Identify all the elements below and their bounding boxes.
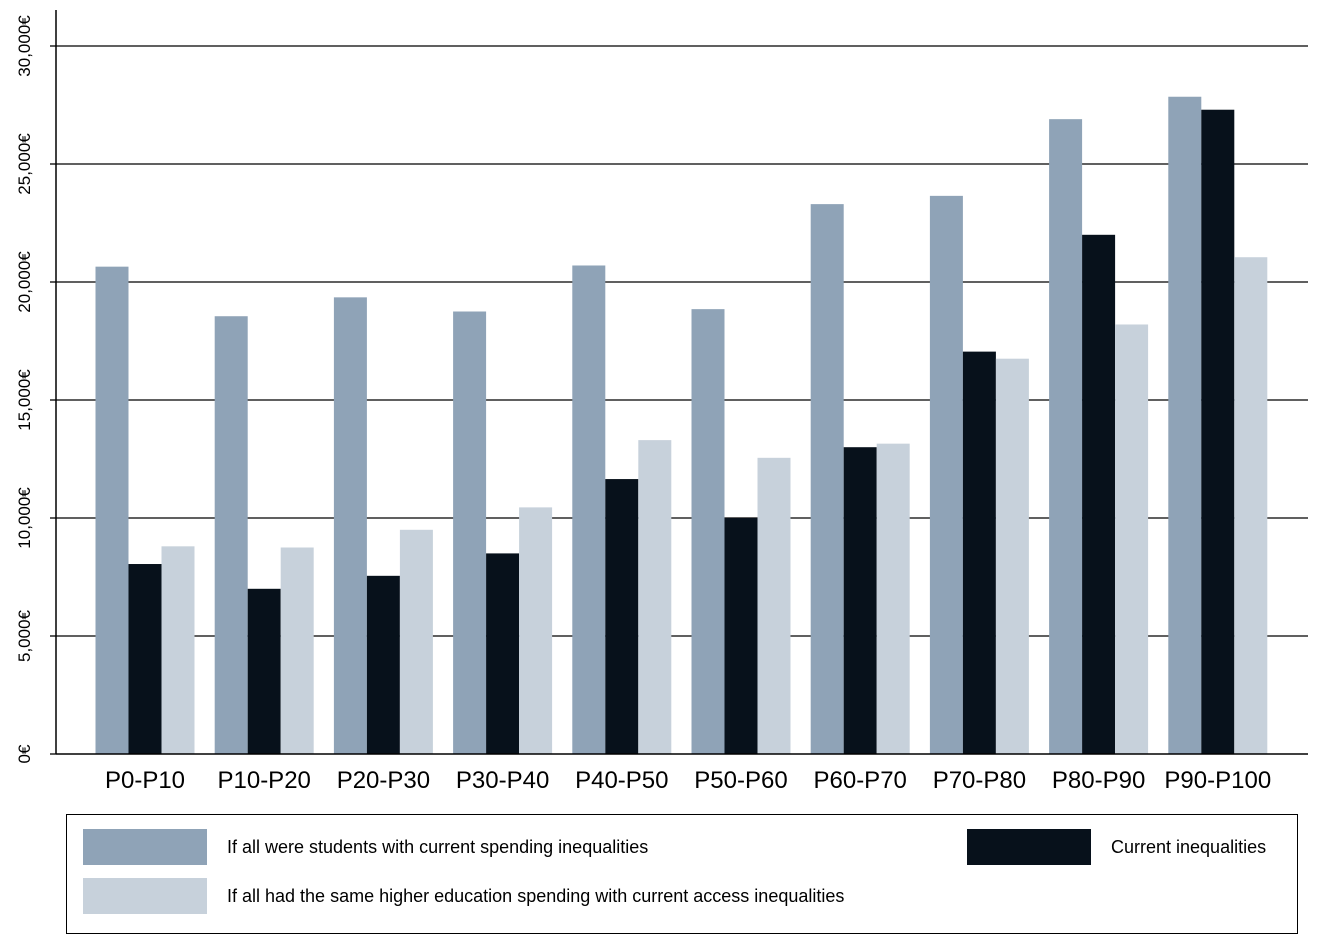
bar-s2-P20-P30: [399, 529, 433, 754]
x-tick-label-P60-P70: P60-P70: [813, 767, 906, 794]
legend-label-same-spending: If all had the same higher education spe…: [227, 885, 845, 906]
bar-s1-P20-P30: [366, 575, 400, 754]
bar-s1-P50-P60: [724, 518, 758, 754]
y-tick-label-6: 30,000€: [15, 15, 34, 77]
bar-s2-P50-P60: [757, 457, 791, 754]
bar-s0-P50-P60: [691, 309, 725, 754]
y-tick-label-4: 20,000€: [15, 251, 34, 313]
x-tick-label-P50-P60: P50-P60: [694, 767, 787, 794]
bar-s2-P40-P50: [638, 440, 672, 754]
bar-s0-P20-P30: [333, 297, 367, 754]
bar-s1-P90-P100: [1201, 109, 1235, 755]
bar-s0-P70-P80: [929, 195, 963, 755]
bar-s2-P70-P80: [995, 358, 1029, 754]
bar-s2-P30-P40: [519, 507, 553, 754]
y-tick-label-2: 10,000€: [15, 487, 34, 549]
legend-item-same-spending: If all had the same higher education spe…: [83, 878, 844, 914]
y-tick-label-3: 15,000€: [15, 369, 34, 431]
bar-s1-P70-P80: [962, 351, 996, 754]
bar-s2-P80-P90: [1115, 324, 1149, 754]
bar-s1-P0-P10: [128, 564, 162, 754]
bar-s0-P0-P10: [95, 266, 129, 754]
bar-chart: 0€ 5,000€ 10,000€ 15,000€ 20,000€ 25,000€ 30,0…: [15, 10, 1308, 794]
y-tick-label-0: 0€: [15, 744, 34, 763]
x-tick-label-P30-P40: P30-P40: [456, 767, 549, 794]
legend-item-all-students: If all were students with current spendi…: [83, 829, 648, 865]
x-tick-label-P10-P20: P10-P20: [217, 767, 310, 794]
legend-item-current: Current inequalities: [967, 829, 1266, 865]
bar-s1-P30-P40: [486, 553, 520, 754]
bar-s1-P40-P50: [605, 479, 639, 754]
bar-s2-P90-P100: [1234, 257, 1268, 754]
x-tick-label-P0-P10: P0-P10: [105, 767, 185, 794]
bar-s0-P60-P70: [810, 204, 844, 754]
y-tick-label-1: 5,000€: [15, 609, 34, 662]
legend-label-all-students: If all were students with current spendi…: [227, 836, 649, 857]
x-tick-label-P70-P80: P70-P80: [933, 767, 1026, 794]
bar-s2-P60-P70: [876, 443, 910, 754]
bar-s1-P10-P20: [247, 588, 281, 754]
legend-swatch-current: [967, 829, 1091, 865]
legend-swatch-all-students: [83, 829, 207, 865]
bar-s0-P30-P40: [453, 311, 487, 754]
bar-s2-P0-P10: [161, 546, 195, 754]
bar-s0-P80-P90: [1049, 119, 1083, 754]
legend-label-current: Current inequalities: [1111, 836, 1267, 857]
legend-swatch-same-spending: [83, 878, 207, 914]
bar-s0-P90-P100: [1168, 96, 1202, 755]
y-tick-label-5: 25,000€: [15, 133, 34, 195]
x-tick-label-P20-P30: P20-P30: [337, 767, 430, 794]
bar-s0-P40-P50: [572, 265, 606, 754]
bar-s1-P60-P70: [843, 447, 877, 754]
x-tick-label-P80-P90: P80-P90: [1052, 767, 1145, 794]
bar-s0-P10-P20: [214, 316, 248, 754]
legend: If all were students with current spendi…: [66, 814, 1298, 934]
bar-s1-P80-P90: [1082, 234, 1116, 755]
bar-s2-P10-P20: [280, 547, 314, 754]
x-tick-label-P90-P100: P90-P100: [1164, 767, 1271, 794]
x-tick-label-P40-P50: P40-P50: [575, 767, 668, 794]
